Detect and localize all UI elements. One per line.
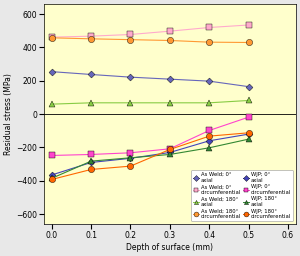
X-axis label: Depth of surface (mm): Depth of surface (mm) [126, 243, 213, 252]
Y-axis label: Residual stress (MPa): Residual stress (MPa) [4, 73, 13, 155]
Legend: As Weld; 0°
axial, As Weld; 0°
circumferential, As Weld; 180°
axial, As Weld; 18: As Weld; 0° axial, As Weld; 0° circumfer… [190, 170, 293, 221]
